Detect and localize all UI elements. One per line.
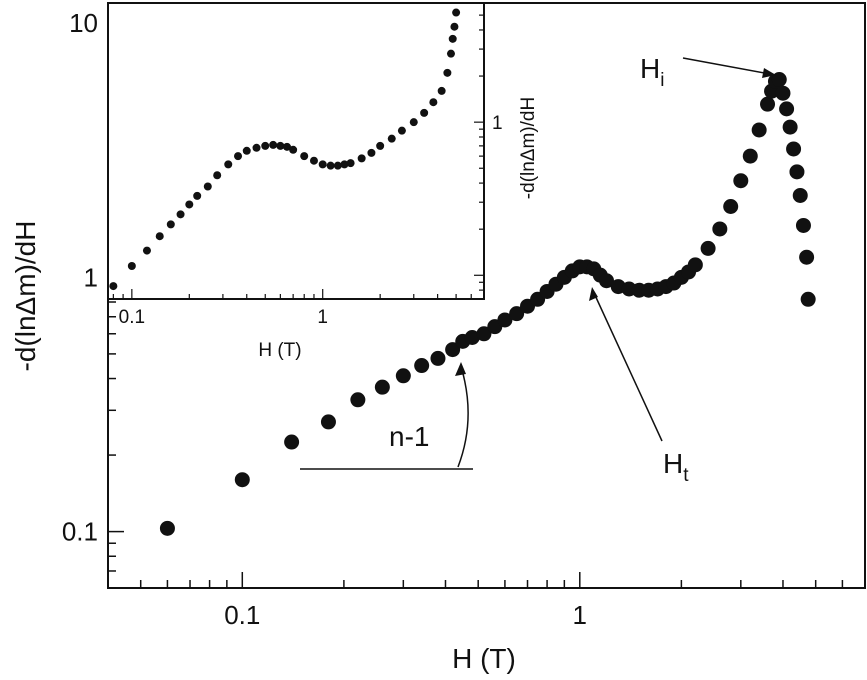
y-tick-label: 1 (84, 262, 98, 292)
data-point (476, 326, 492, 342)
inset-data-point (387, 134, 396, 143)
data-point (464, 330, 480, 346)
main-x-axis-title: H (T) (452, 643, 516, 674)
data-point (284, 434, 300, 450)
inset-data-point (193, 191, 202, 200)
inset-data-point (242, 146, 251, 155)
annotations (300, 57, 776, 470)
data-point (700, 240, 716, 256)
inset-data-point (203, 182, 212, 191)
hi-arrow-line (682, 57, 771, 75)
inset-data-point (155, 232, 164, 241)
data-point (786, 141, 802, 157)
data-point (509, 306, 525, 322)
data-point (742, 148, 758, 164)
inset-data-point (333, 161, 342, 170)
data-point (687, 257, 703, 273)
inset-data-point (185, 200, 194, 209)
data-point (775, 85, 791, 101)
x-tick-label: 0.1 (224, 600, 260, 630)
data-point (350, 392, 366, 408)
inset-data-point (176, 210, 185, 219)
data-point (445, 342, 461, 358)
slope-label: n-1 (389, 421, 429, 452)
inset-data-point (127, 261, 136, 270)
y-tick-label: 0.1 (62, 517, 98, 547)
inset-data-point (300, 152, 309, 161)
main-y-axis-title: -d(lnΔm)/dH (10, 221, 41, 372)
inset-y-axis-title: -d(lnΔm)/dH (518, 97, 539, 199)
data-point (414, 358, 430, 374)
inset-data-point (346, 159, 355, 168)
data-point (782, 119, 798, 135)
inset-data-point (234, 152, 243, 161)
inset-data-point (446, 49, 455, 58)
data-point (374, 379, 390, 395)
inset-x-tick-label: 1 (317, 307, 328, 328)
inset-y-tick-label: 1 (492, 113, 503, 134)
hi-arrowhead (762, 68, 776, 78)
inset-data-point (376, 141, 385, 150)
data-point (792, 187, 808, 203)
inset-data-point (409, 118, 418, 127)
data-point (771, 72, 787, 88)
data-point (599, 273, 615, 289)
data-point (789, 164, 805, 180)
data-point (723, 198, 739, 214)
data-point (497, 312, 513, 328)
x-tick-label: 1 (573, 600, 587, 630)
y-tick-label: 10 (69, 8, 98, 38)
slope-arc-arrowhead (455, 362, 466, 376)
inset-data-point (429, 98, 438, 107)
inset-data-point (109, 282, 118, 291)
inset-data-point (397, 126, 406, 135)
data-point (320, 414, 336, 430)
data-point (733, 173, 749, 189)
inset-data-point (261, 141, 270, 150)
inset-data-point (166, 220, 175, 229)
inset-data-point (269, 140, 278, 149)
inset-data-point (213, 171, 222, 180)
data-point (234, 472, 250, 488)
ht-arrow-line (593, 292, 663, 442)
inset-data-point (450, 22, 459, 31)
inset-data-point (318, 160, 327, 169)
data-point (712, 221, 728, 237)
inset-data-point (420, 108, 429, 117)
hi-label: Hi (640, 53, 664, 91)
data-point (800, 291, 816, 307)
data-point (159, 520, 175, 536)
inset-data-point (443, 68, 452, 77)
inset-data-point (326, 161, 335, 170)
inset-data-point (224, 160, 233, 169)
inset-data-point (357, 154, 366, 163)
inset-data-point (340, 160, 349, 169)
data-point (395, 368, 411, 384)
data-point (795, 217, 811, 233)
inset-data-point (367, 148, 376, 157)
slope-arc (457, 369, 469, 468)
data-point (799, 249, 815, 265)
data-point (751, 122, 767, 138)
inset-data-point (448, 34, 457, 43)
inset-data-point (276, 141, 285, 150)
inset-data-point (309, 156, 318, 165)
inset-x-tick-label: 0.1 (119, 307, 145, 328)
inset-data-point (452, 8, 461, 17)
inset-data-point (142, 246, 151, 255)
data-point (779, 101, 795, 117)
inset-data-point (252, 143, 261, 152)
data-point (760, 96, 776, 112)
ht-label: Ht (663, 448, 689, 486)
inset-data-point (437, 86, 446, 95)
inset-data-point (289, 145, 298, 154)
ht-arrowhead (589, 287, 598, 301)
data-point (430, 350, 446, 366)
inset-x-axis-title: H (T) (258, 340, 301, 361)
inset-data-point (282, 142, 291, 151)
